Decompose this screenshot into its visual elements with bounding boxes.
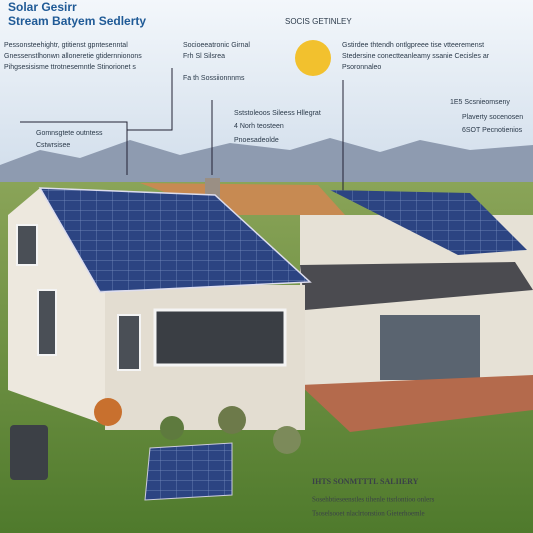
front-window: [153, 308, 287, 367]
shrub: [273, 426, 301, 454]
shrub: [94, 398, 122, 426]
callout-text: Socioeeatronic Girnal: [183, 42, 250, 49]
title: Stream Batyem Sedlerty: [8, 14, 146, 28]
solar-panels-right: [330, 190, 527, 255]
solar-panels-main: [38, 187, 312, 293]
porch-roof: [300, 262, 533, 310]
shrub: [160, 416, 184, 440]
caption-text: Sosehbtieseenstles tihenle ttsrlontioo o…: [312, 496, 435, 504]
gable-window: [37, 289, 57, 356]
body-text: Psoronnaleo: [342, 64, 381, 71]
subtitle: SOCIS GETINLEY: [285, 17, 352, 26]
body-text: Gnessenstlhonwn alloneretie gtidernniono…: [4, 53, 142, 60]
callout-text: Gomnsgtete outntess: [36, 130, 103, 137]
callout-lines: [20, 68, 344, 195]
body-text: Pessonsteehightr, gtitienst gpntesenntal: [4, 42, 128, 49]
callout-text: Cstwrsisee: [36, 142, 70, 149]
body-text: Gstirdee thtendh ontlgpreee tise vtteere…: [342, 42, 484, 49]
callout-text: Plaverty socenosen: [462, 114, 523, 121]
tile-roof: [140, 183, 345, 215]
caption-text: Tsoselsooet nlaclrtonstion Gieterhoemle: [312, 510, 425, 518]
body-text: Stedersine conectteanleamy ssanie Cecisl…: [342, 53, 490, 60]
patio: [300, 375, 533, 432]
sun-icon: [295, 40, 331, 76]
mountains: [0, 138, 533, 190]
ground-panel: [144, 442, 233, 501]
callout-text: 4 Norh teosteen: [234, 123, 284, 130]
callout-text: 1E5 Scsnieomseny: [450, 99, 510, 106]
callout-text: Fa th Sossiionnnms: [183, 75, 245, 82]
callout-text: Sststoleoos Sileess Hllegrat: [234, 110, 321, 117]
battery-unit: [10, 425, 48, 480]
title: Solar Gesirr: [8, 0, 77, 14]
gable-window: [16, 224, 38, 266]
caption-title: IHTS SONMTTTL SALIIERY: [312, 477, 419, 486]
patio-doors: [380, 315, 480, 380]
side-window: [117, 314, 141, 371]
body-text: Pihgsesisisme ttrotnesemntle Stinorionet…: [4, 64, 136, 71]
callout-text: 6SOT Pecnotienios: [462, 127, 523, 134]
callout-text: Frh Sl Silsrea: [183, 53, 225, 60]
shrub: [218, 406, 246, 434]
callout-text: Pnoesadeolde: [234, 137, 279, 144]
